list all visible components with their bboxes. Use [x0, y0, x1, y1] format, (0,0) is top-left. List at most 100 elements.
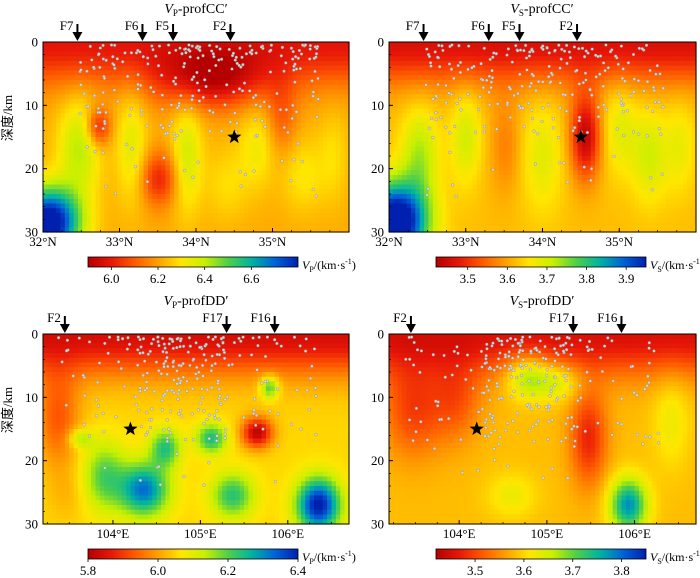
event-dot [172, 79, 176, 83]
heatmap-cell [64, 65, 70, 72]
heatmap-cell [283, 51, 289, 57]
heatmap-cell [235, 122, 241, 129]
heatmap-cell [410, 122, 416, 129]
heatmap-cell [314, 108, 319, 114]
heatmap-cell [586, 70, 592, 76]
heatmap-cell [529, 127, 535, 133]
heatmap-cell [196, 170, 201, 176]
heatmap-cell [86, 208, 92, 214]
heatmap-cell [69, 51, 75, 57]
heatmap-cell [599, 127, 605, 133]
heatmap-cell [441, 99, 447, 105]
heatmap-cell [638, 84, 644, 91]
heatmap-cell [121, 103, 127, 110]
heatmap-cell [327, 56, 333, 62]
event-dot [198, 45, 202, 49]
heatmap-cell [573, 151, 579, 157]
heatmap-cell [296, 194, 302, 200]
heatmap-cell [476, 132, 482, 138]
heatmap-cell [252, 227, 258, 233]
heatmap-cell [217, 42, 223, 48]
heatmap-cell [322, 70, 328, 76]
heatmap-cell [112, 175, 118, 181]
heatmap-cell [147, 122, 153, 129]
heatmap-cell [555, 132, 561, 138]
heatmap-cell [296, 170, 302, 176]
event-dot [183, 108, 187, 112]
heatmap-cell [43, 108, 48, 114]
heatmap-cell [248, 99, 254, 105]
heatmap-cell [621, 89, 627, 95]
heatmap-cell [678, 56, 684, 62]
heatmap-cell [174, 198, 180, 205]
heatmap-cell [564, 113, 570, 119]
heatmap-cell [257, 194, 263, 200]
heatmap-cell [77, 137, 83, 143]
heatmap-cell [305, 217, 311, 224]
heatmap-cell [305, 46, 311, 53]
heatmap-cell [498, 137, 504, 143]
event-dot [201, 54, 205, 58]
heatmap-cell [533, 99, 539, 105]
heatmap-cell [529, 99, 535, 105]
heatmap-cell [165, 175, 171, 181]
heatmap-cell [156, 65, 162, 72]
heatmap-cell [476, 127, 482, 133]
heatmap-cell [161, 217, 166, 224]
heatmap-cell [152, 151, 158, 157]
heatmap-cell [577, 103, 583, 110]
heatmap-cell [64, 46, 70, 53]
heatmap-cell [292, 175, 298, 181]
heatmap-cell [568, 70, 574, 76]
event-dot [239, 65, 243, 69]
heatmap-cell [590, 94, 596, 100]
heatmap-cell [314, 94, 319, 100]
heatmap-cell [134, 56, 140, 62]
heatmap-cell [169, 208, 175, 214]
heatmap-cell [516, 160, 522, 167]
heatmap-cell [200, 122, 206, 129]
heatmap-cell [634, 80, 640, 86]
heatmap-cell [270, 103, 276, 110]
heatmap-cell [174, 61, 180, 67]
heatmap-cell [169, 175, 175, 181]
heatmap-cell [669, 61, 675, 67]
heatmap-cell [230, 70, 236, 76]
heatmap-cell [82, 194, 88, 200]
heatmap-cell [494, 122, 500, 129]
heatmap-cell [287, 175, 293, 181]
heatmap-cell [428, 65, 434, 72]
heatmap-cell [564, 89, 570, 95]
heatmap-cell [204, 189, 210, 195]
heatmap-cell [169, 141, 175, 148]
heatmap-cell [419, 94, 425, 100]
heatmap-cell [581, 141, 587, 148]
heatmap-cell [318, 65, 324, 72]
heatmap-cell [331, 56, 337, 62]
heatmap-cell [191, 156, 197, 162]
event-dot [240, 55, 244, 59]
heatmap-cell [187, 51, 193, 57]
heatmap-cell [200, 56, 206, 62]
heatmap-cell [542, 122, 548, 129]
heatmap-cell [590, 51, 596, 57]
unit-superscript: -1 [345, 257, 352, 266]
heatmap-cell [82, 170, 88, 176]
heatmap-cell [121, 113, 127, 119]
heatmap-cell [226, 141, 232, 148]
heatmap-cell [230, 118, 236, 124]
heatmap-cell [252, 61, 258, 67]
heatmap-cell [612, 80, 618, 86]
heatmap-cell [533, 42, 539, 48]
heatmap-cell [340, 46, 346, 53]
heatmap-cell [577, 151, 583, 157]
heatmap-cell [603, 141, 609, 148]
heatmap-cell [239, 146, 245, 152]
heatmap-cell [230, 99, 236, 105]
heatmap-cell [538, 127, 544, 133]
heatmap-cell [485, 132, 491, 138]
heatmap-cell [617, 122, 623, 129]
heatmap-cell [322, 46, 328, 53]
heatmap-cell [248, 175, 254, 181]
event-dot [204, 84, 208, 89]
